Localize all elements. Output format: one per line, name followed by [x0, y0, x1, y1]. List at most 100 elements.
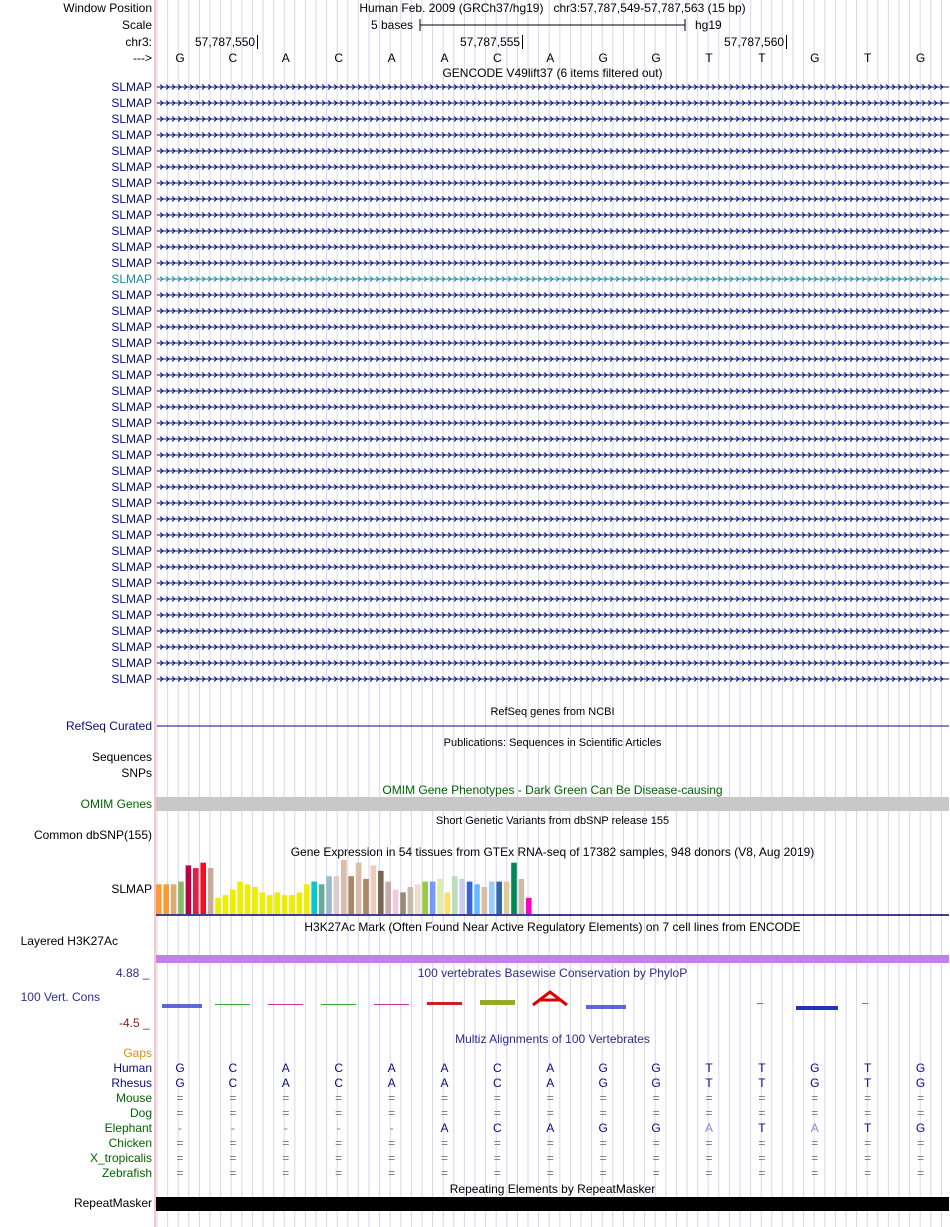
gtex-tissue-bar[interactable]: [452, 876, 458, 914]
gencode-gene-label[interactable]: SLMAP: [111, 336, 152, 350]
multiz-species-label[interactable]: Chicken: [108, 1136, 152, 1150]
gencode-gene-label[interactable]: SLMAP: [111, 128, 152, 142]
phylop-label[interactable]: 100 Vert. Cons: [20, 990, 100, 1004]
gencode-gene-label[interactable]: SLMAP: [111, 96, 152, 110]
publications-snps-label[interactable]: SNPs: [121, 766, 152, 780]
gtex-tissue-bar[interactable]: [304, 884, 310, 914]
gencode-gene-label[interactable]: SLMAP: [111, 624, 152, 638]
multiz-species-label[interactable]: Mouse: [115, 1091, 152, 1105]
gtex-tissue-bar[interactable]: [503, 881, 510, 914]
gtex-tissue-bar[interactable]: [222, 895, 229, 914]
gtex-tissue-bar[interactable]: [267, 895, 273, 914]
gtex-tissue-bar[interactable]: [244, 884, 251, 914]
gencode-gene-label[interactable]: SLMAP: [111, 192, 152, 206]
gencode-transcript[interactable]: [157, 356, 949, 362]
gencode-transcript[interactable]: [157, 516, 949, 522]
gencode-gene-label[interactable]: SLMAP: [111, 432, 152, 446]
gencode-transcript[interactable]: [157, 292, 949, 298]
gtex-tissue-bar[interactable]: [489, 881, 495, 914]
gtex-tissue-bar[interactable]: [444, 892, 451, 914]
gencode-transcript[interactable]: [157, 180, 949, 186]
gtex-tissue-bar[interactable]: [274, 892, 280, 914]
gtex-tissue-bar[interactable]: [437, 878, 443, 914]
gencode-transcript[interactable]: [157, 660, 949, 666]
gtex-tissue-bar[interactable]: [259, 892, 266, 914]
gencode-gene-label[interactable]: SLMAP: [111, 592, 152, 606]
gencode-transcript[interactable]: [157, 676, 949, 682]
gencode-transcript[interactable]: [157, 244, 949, 250]
multiz-species-label[interactable]: X_tropicalis: [89, 1151, 152, 1165]
gtex-tissue-bar[interactable]: [481, 887, 488, 914]
gencode-transcript[interactable]: [157, 372, 949, 378]
gencode-transcript[interactable]: [157, 132, 949, 138]
gencode-gene-label[interactable]: SLMAP: [111, 160, 152, 174]
gencode-transcript[interactable]: [157, 468, 949, 474]
gencode-gene-label[interactable]: SLMAP: [111, 560, 152, 574]
gtex-tissue-bar[interactable]: [178, 881, 184, 914]
publications-label[interactable]: Sequences: [91, 750, 152, 764]
multiz-species-label[interactable]: Zebrafish: [101, 1166, 152, 1180]
gencode-transcript[interactable]: [157, 436, 949, 442]
gencode-gene-label[interactable]: SLMAP: [111, 384, 152, 398]
gtex-tissue-bar[interactable]: [363, 878, 369, 914]
gencode-transcript[interactable]: [157, 100, 949, 106]
gencode-gene-label[interactable]: SLMAP: [111, 112, 152, 126]
gencode-gene-label[interactable]: SLMAP: [111, 448, 152, 462]
gencode-gene-label[interactable]: SLMAP: [111, 240, 152, 254]
gencode-transcript[interactable]: [157, 532, 949, 538]
gencode-gene-label[interactable]: SLMAP: [111, 224, 152, 238]
gtex-tissue-bar[interactable]: [252, 887, 258, 914]
gencode-gene-label[interactable]: SLMAP: [111, 368, 152, 382]
gtex-tissue-bar[interactable]: [385, 881, 391, 914]
gtex-tissue-bar[interactable]: [281, 895, 288, 914]
gtex-tissue-bar[interactable]: [378, 870, 384, 914]
multiz-species-label[interactable]: Elephant: [104, 1121, 152, 1135]
gtex-tissue-bar[interactable]: [415, 884, 421, 914]
gencode-transcript[interactable]: [157, 212, 949, 218]
gencode-gene-label[interactable]: SLMAP: [111, 576, 152, 590]
gencode-gene-label[interactable]: SLMAP: [111, 512, 152, 526]
gtex-tissue-bar[interactable]: [215, 897, 221, 914]
gtex-tissue-bar[interactable]: [185, 865, 192, 914]
gencode-gene-label[interactable]: SLMAP: [111, 208, 152, 222]
gencode-gene-label[interactable]: SLMAP: [111, 496, 152, 510]
gtex-tissue-bar[interactable]: [429, 881, 436, 914]
gencode-transcript[interactable]: [157, 260, 949, 266]
gtex-tissue-bar[interactable]: [370, 865, 377, 914]
gencode-gene-label[interactable]: SLMAP: [111, 304, 152, 318]
gtex-tissue-bar[interactable]: [341, 860, 347, 914]
gencode-gene-label[interactable]: SLMAP: [111, 672, 152, 686]
multiz-species-label[interactable]: Rhesus: [111, 1076, 152, 1090]
gencode-gene-label[interactable]: SLMAP: [111, 288, 152, 302]
gtex-tissue-bar[interactable]: [311, 881, 317, 914]
gtex-tissue-bar[interactable]: [333, 876, 340, 914]
gencode-transcript[interactable]: [157, 628, 949, 634]
gencode-transcript[interactable]: [157, 84, 949, 90]
gencode-gene-label[interactable]: SLMAP: [111, 176, 152, 190]
gencode-transcript[interactable]: [157, 116, 949, 122]
gtex-tissue-bar[interactable]: [348, 876, 354, 914]
refseq-label[interactable]: RefSeq Curated: [65, 719, 152, 733]
repeatmasker-label[interactable]: RepeatMasker: [73, 1196, 152, 1210]
h3k27ac-bar[interactable]: [156, 955, 949, 963]
gtex-tissue-bar[interactable]: [511, 862, 517, 914]
gencode-gene-label[interactable]: SLMAP: [111, 608, 152, 622]
multiz-species-label[interactable]: Dog: [129, 1106, 152, 1120]
gencode-gene-label[interactable]: SLMAP: [111, 400, 152, 414]
gtex-tissue-bar[interactable]: [466, 881, 473, 914]
phylop-glyphs[interactable]: [162, 990, 868, 1010]
gtex-tissue-bar[interactable]: [459, 878, 465, 914]
gencode-transcript[interactable]: [157, 228, 949, 234]
gencode-transcript[interactable]: [157, 388, 949, 394]
gencode-gene-label[interactable]: SLMAP: [111, 480, 152, 494]
gtex-tissue-bar[interactable]: [170, 884, 177, 914]
gtex-tissue-bar[interactable]: [318, 884, 325, 914]
multiz-species-label[interactable]: Human: [113, 1061, 152, 1075]
gencode-gene-label[interactable]: SLMAP: [111, 320, 152, 334]
gencode-gene-label[interactable]: SLMAP: [111, 528, 152, 542]
h3k27ac-label[interactable]: Layered H3K27Ac: [20, 934, 118, 948]
gencode-transcript[interactable]: [157, 276, 949, 282]
gtex-tissue-bar[interactable]: [392, 889, 399, 914]
gencode-transcript[interactable]: [157, 500, 949, 506]
gencode-transcript[interactable]: [157, 404, 949, 410]
